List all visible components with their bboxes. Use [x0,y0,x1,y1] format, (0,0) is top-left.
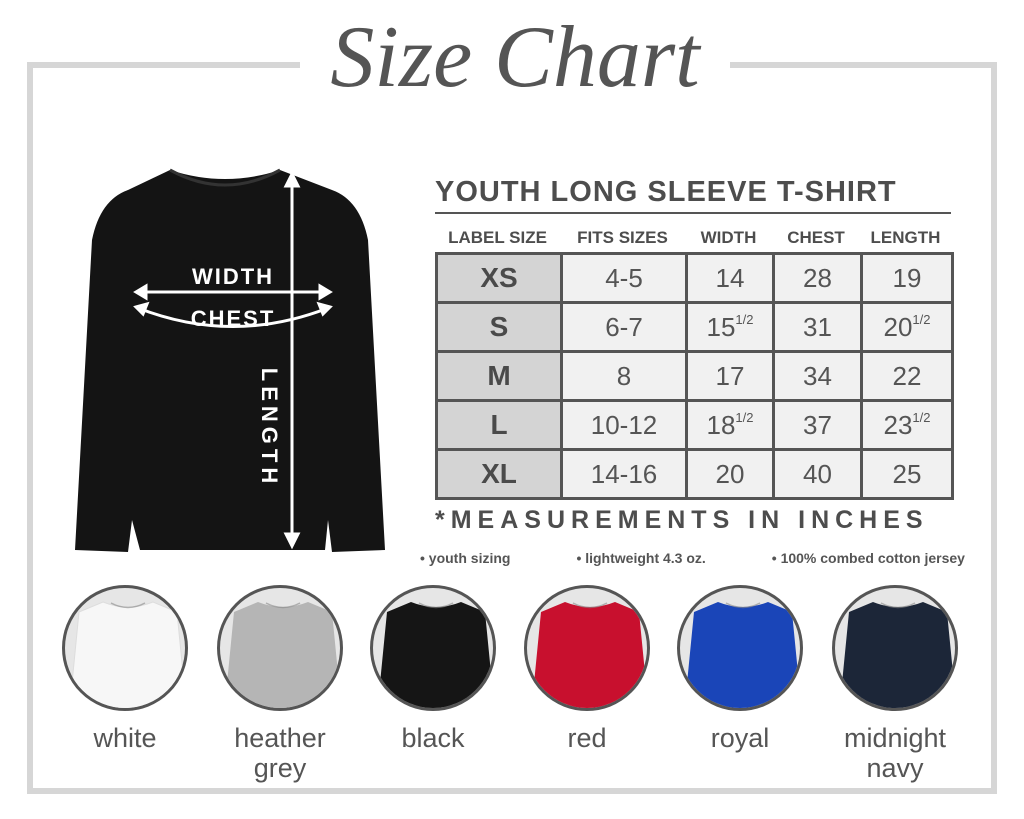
header-chest: CHEST [787,228,845,247]
cell-length: 19 [860,252,954,304]
color-swatch[interactable]: black [363,585,503,753]
cell-value: 10-12 [590,409,658,440]
cell-value: 14 [715,262,745,293]
cell-value: 40 [803,458,832,489]
shirt-thumbnail [62,585,188,711]
cell-width: 181/2 [685,399,775,451]
cell-chest: 28 [772,252,863,304]
cell-fits: 6-7 [560,301,688,353]
shirt-thumbnail [832,585,958,711]
color-swatch[interactable]: white [55,585,195,753]
title-underline [435,212,951,214]
cell-value: 20 [883,311,913,342]
cell-chest: 34 [772,350,863,402]
length-label: LENGTH [257,368,282,488]
cell-chest: 40 [772,448,863,500]
title-gap [300,55,730,75]
chest-label: CHEST [191,306,276,331]
color-name: heather grey [234,723,326,783]
width-label: WIDTH [192,264,274,289]
cell-length: 231/2 [860,399,954,451]
cell-value: XL [481,458,517,489]
color-name: black [401,723,465,753]
cell-value: 31 [803,311,832,342]
shirt-thumbnail [524,585,650,711]
feature-list: • youth sizing • lightweight 4.3 oz. • 1… [420,550,965,566]
table-row: XS 4-5 14 28 19 [435,252,954,304]
cell-value: 4-5 [605,262,643,293]
cell-value: 19 [892,262,922,293]
cell-width: 14 [685,252,775,304]
cell-fits: 10-12 [560,399,688,451]
header-width: WIDTH [700,228,757,247]
table-headers: LABEL SIZE FITS SIZES WIDTH CHEST LENGTH [435,228,951,248]
cell-length: 201/2 [860,301,954,353]
chest-arrow [137,306,329,328]
cell-value: M [487,360,511,391]
cell-length: 25 [860,448,954,500]
cell-fraction: 1/2 [912,311,931,327]
shirt-thumbnail [370,585,496,711]
table-row: S 6-7 151/2 31 201/2 [435,301,954,353]
color-swatch[interactable]: red [517,585,657,753]
feature-item: • 100% combed cotton jersey [771,550,965,566]
shirt-diagram: WIDTH CHEST LENGTH [75,168,385,552]
header-length: LENGTH [870,228,941,247]
feature-item: • youth sizing [420,550,511,566]
cell-chest: 37 [772,399,863,451]
shirt-body [75,170,385,552]
color-name: midnight navy [843,723,947,783]
cell-value: L [490,409,508,440]
cell-label: XS [435,252,563,304]
cell-value: 22 [892,360,922,391]
table-row: M 8 17 34 22 [435,350,954,402]
color-name: white [93,723,157,753]
color-name: royal [710,723,770,753]
cell-label: S [435,301,563,353]
cell-value: 18 [706,409,736,440]
cell-value: 25 [892,458,922,489]
cell-value: 8 [616,360,632,391]
cell-value: 28 [803,262,832,293]
table-row: L 10-12 181/2 37 231/2 [435,399,954,451]
shirt-thumbnail [217,585,343,711]
cell-value: S [489,311,509,342]
color-swatch[interactable]: royal [670,585,810,753]
cell-fits: 4-5 [560,252,688,304]
page-title: Size Chart [330,9,700,106]
table-row: XL 14-16 20 40 25 [435,448,954,500]
cell-value: 23 [883,409,913,440]
color-swatch[interactable]: heather grey [210,585,350,783]
size-table: XS 4-5 14 28 19 S 6-7 151/2 31 201/2 M 8 17 34 22 L 10-1… [435,252,954,500]
cell-label: XL [435,448,563,500]
cell-value: 34 [803,360,832,391]
cell-length: 22 [860,350,954,402]
cell-width: 17 [685,350,775,402]
cell-fits: 8 [560,350,688,402]
cell-chest: 31 [772,301,863,353]
shirt-thumbnail [677,585,803,711]
cell-fraction: 1/2 [735,311,754,327]
cell-label: L [435,399,563,451]
cell-value: 14-16 [590,458,658,489]
cell-fraction: 1/2 [735,409,754,425]
cell-value: 15 [706,311,736,342]
cell-value: 37 [803,409,832,440]
cell-value: 20 [715,458,745,489]
cell-value: XS [480,262,518,293]
cell-value: 6-7 [605,311,643,342]
measurement-note: *MEASUREMENTS IN INCHES [435,506,929,534]
table-title: YOUTH LONG SLEEVE T-SHIRT [435,176,897,208]
cell-width: 20 [685,448,775,500]
cell-label: M [435,350,563,402]
header-fits-sizes: FITS SIZES [577,228,668,247]
cell-fraction: 1/2 [912,409,931,425]
header-label-size: LABEL SIZE [448,228,547,247]
feature-item: • lightweight 4.3 oz. [576,550,706,566]
color-swatch[interactable]: midnight navy [825,585,965,783]
cell-value: 17 [715,360,745,391]
cell-fits: 14-16 [560,448,688,500]
cell-width: 151/2 [685,301,775,353]
color-name: red [567,723,607,753]
